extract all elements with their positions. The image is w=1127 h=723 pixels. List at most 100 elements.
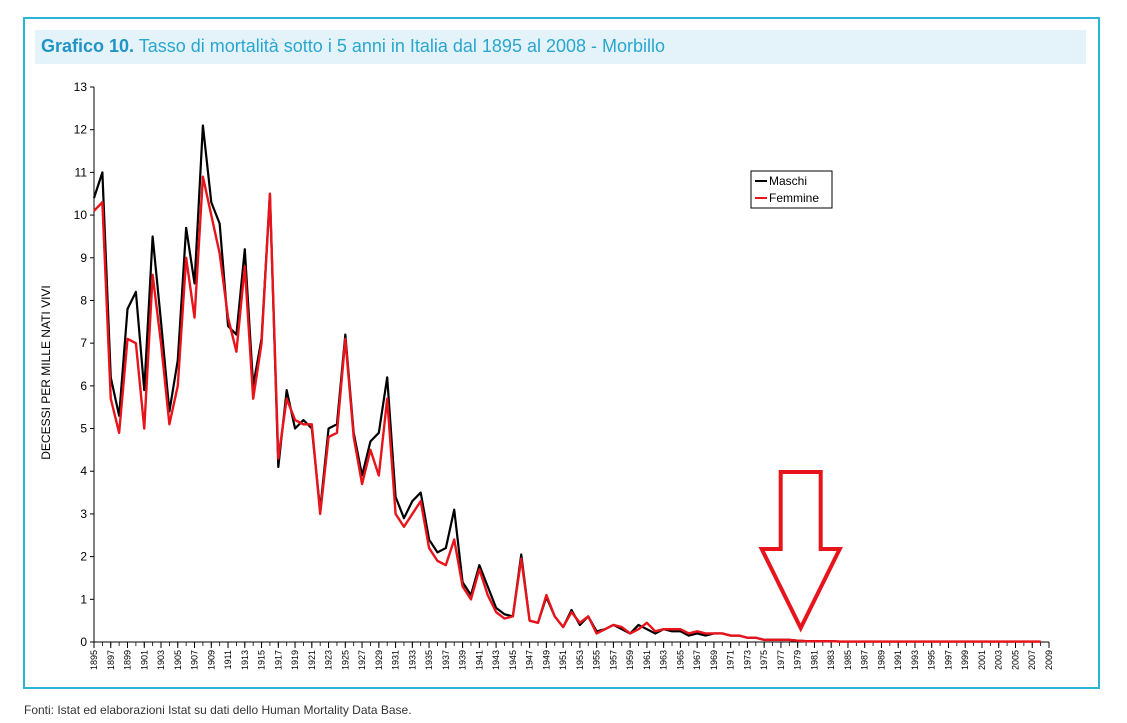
- legend-box: [750, 170, 833, 209]
- y-axis-label: DECESSI PER MILLE NATI VIVI: [39, 285, 53, 460]
- figure-title: Grafico 10. Tasso di mortalità sotto i 5…: [41, 36, 665, 57]
- x-tick: 1997: [943, 642, 953, 670]
- y-tick: 3: [80, 507, 94, 521]
- x-tick-label: 1949: [541, 650, 551, 670]
- x-tick: 1981: [809, 642, 819, 670]
- y-tick: 4: [80, 464, 94, 478]
- x-tick-label: 1937: [441, 650, 451, 670]
- x-tick: 1983: [826, 642, 836, 670]
- y-tick-label: 2: [80, 550, 87, 564]
- source-note: Fonti: Istat ed elaborazioni Istat su da…: [24, 703, 412, 717]
- x-tick: 1921: [307, 642, 317, 670]
- y-tick: 13: [74, 80, 94, 94]
- x-tick: 1919: [290, 642, 300, 670]
- figure-title-text: Tasso di mortalità sotto i 5 anni in Ita…: [138, 36, 666, 56]
- x-tick: 1945: [508, 642, 518, 670]
- x-tick: 1973: [742, 642, 752, 670]
- x-tick: 2003: [994, 642, 1004, 670]
- x-tick-label: 1997: [943, 650, 953, 670]
- x-tick: 1999: [960, 642, 970, 670]
- x-tick-label: 1951: [558, 650, 568, 670]
- legend-label-femmine: Femmine: [769, 191, 819, 205]
- x-tick: 1975: [759, 642, 769, 670]
- y-tick-label: 4: [80, 464, 87, 478]
- x-tick-label: 1907: [190, 650, 200, 670]
- y-tick-label: 9: [80, 251, 87, 265]
- x-tick: 1979: [793, 642, 803, 670]
- x-tick: 1969: [709, 642, 719, 670]
- y-tick: 8: [80, 293, 94, 307]
- x-tick-label: 2005: [1010, 650, 1020, 670]
- x-tick-label: 1909: [206, 650, 216, 670]
- figure-number: Grafico 10.: [41, 36, 135, 56]
- x-tick-label: 1945: [508, 650, 518, 670]
- x-tick: 1955: [592, 642, 602, 670]
- x-tick: 1937: [441, 642, 451, 670]
- x-tick: 1929: [374, 642, 384, 670]
- x-tick-label: 2001: [977, 650, 987, 670]
- x-tick-label: 1933: [407, 650, 417, 670]
- y-tick: 2: [80, 550, 94, 564]
- x-tick-label: 1999: [960, 650, 970, 670]
- x-tick: 1959: [625, 642, 635, 670]
- x-tick: 1933: [407, 642, 417, 670]
- x-tick-label: 1901: [139, 650, 149, 670]
- y-tick-label: 5: [80, 422, 87, 436]
- x-tick-label: 1917: [273, 650, 283, 670]
- y-tick: 6: [80, 379, 94, 393]
- legend: Maschi Femmine: [750, 170, 833, 209]
- y-tick-label: 12: [74, 123, 88, 137]
- y-tick-label: 8: [80, 293, 87, 307]
- x-tick: 1915: [257, 642, 267, 670]
- y-tick: 0: [80, 635, 94, 649]
- x-tick: 1899: [123, 642, 133, 670]
- x-tick: 1923: [324, 642, 334, 670]
- x-tick: 1963: [659, 642, 669, 670]
- x-tick-label: 1979: [793, 650, 803, 670]
- figure-title-bar: Grafico 10. Tasso di mortalità sotto i 5…: [35, 30, 1086, 64]
- x-tick-label: 1959: [625, 650, 635, 670]
- x-tick-label: 1927: [357, 650, 367, 670]
- x-tick-label: 1897: [106, 650, 116, 670]
- y-tick-label: 10: [74, 208, 88, 222]
- x-tick-label: 1903: [156, 650, 166, 670]
- x-tick: 1951: [558, 642, 568, 670]
- x-tick: 1947: [525, 642, 535, 670]
- y-tick: 1: [80, 592, 94, 606]
- y-tick-label: 13: [74, 80, 88, 94]
- y-tick: 12: [74, 123, 94, 137]
- x-tick: 1927: [357, 642, 367, 670]
- x-tick: 1965: [675, 642, 685, 670]
- x-tick-label: 2009: [1044, 650, 1054, 670]
- x-tick: 1957: [608, 642, 618, 670]
- x-tick-label: 1973: [742, 650, 752, 670]
- x-tick: 1909: [206, 642, 216, 670]
- x-tick-label: 1969: [709, 650, 719, 670]
- x-tick: 1953: [575, 642, 585, 670]
- x-tick-label: 1895: [89, 650, 99, 670]
- x-tick-label: 1935: [424, 650, 434, 670]
- x-tick: 1995: [927, 642, 937, 670]
- x-tick: 1949: [541, 642, 551, 670]
- x-tick: 2009: [1044, 642, 1054, 670]
- x-tick-label: 1915: [257, 650, 267, 670]
- x-tick: 1987: [860, 642, 870, 670]
- x-tick: 1917: [273, 642, 283, 670]
- x-tick-label: 1995: [927, 650, 937, 670]
- y-tick: 7: [80, 336, 94, 350]
- x-tick-label: 2007: [1027, 650, 1037, 670]
- x-tick-label: 1955: [592, 650, 602, 670]
- annotation: [758, 470, 843, 633]
- y-tick: 11: [75, 165, 94, 179]
- x-tick-label: 1975: [759, 650, 769, 670]
- x-tick-label: 1963: [659, 650, 669, 670]
- x-tick-label: 1899: [123, 650, 133, 670]
- x-tick: 2005: [1010, 642, 1020, 670]
- x-tick-label: 1913: [240, 650, 250, 670]
- y-tick-label: 11: [75, 165, 88, 179]
- series-lines: [92, 124, 1041, 643]
- x-tick: 1913: [240, 642, 250, 670]
- x-tick-label: 1977: [776, 650, 786, 670]
- x-tick-label: 1971: [726, 650, 736, 670]
